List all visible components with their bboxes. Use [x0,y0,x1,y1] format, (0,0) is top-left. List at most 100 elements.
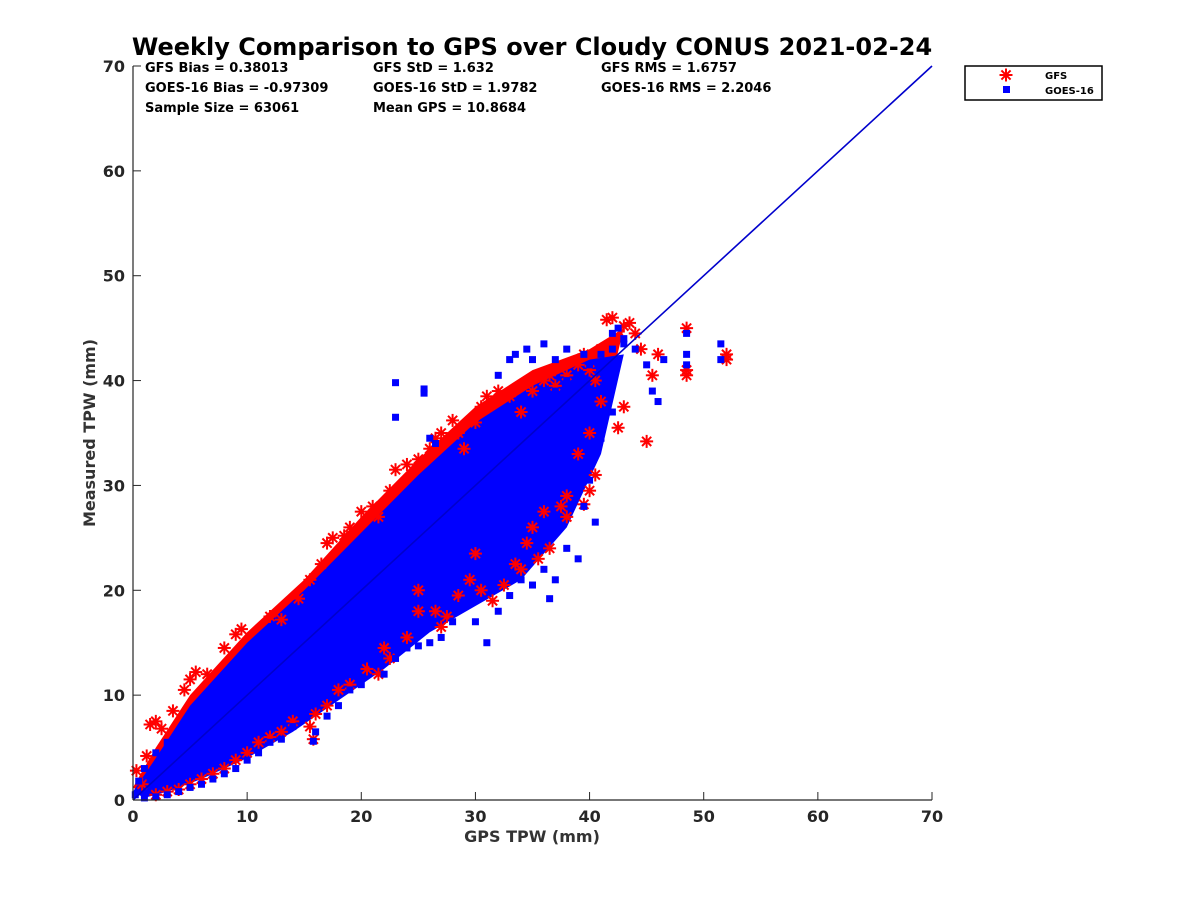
gfs-point [583,484,597,498]
goes16-point [586,460,594,468]
goes16-point [197,780,205,788]
gfs-point [680,368,694,382]
goes16-point [414,513,422,521]
gfs-point [491,384,505,398]
goes16-point [163,791,171,799]
gfs-point [309,707,323,721]
goes16-point [352,602,360,610]
gfs-point [166,704,180,718]
goes16-point [551,387,559,395]
goes16-point [152,749,160,757]
y-axis-label: Measured TPW (mm) [80,339,99,527]
goes16-point [300,618,308,626]
goes16-point [489,476,497,484]
gfs-point [140,749,154,763]
gfs-point [594,395,608,409]
goes16-point [546,595,554,603]
goes16-point [232,675,240,683]
goes16-point [380,544,388,552]
gfs-point [320,699,334,713]
goes16-point [215,723,223,731]
gfs-point [514,405,528,419]
goes16-point [643,361,651,369]
gfs-point [200,667,214,681]
axes: 0 10 20 30 40 50 60 70 0 10 20 30 40 50 60 70 [103,57,943,826]
goes16-point [220,686,228,694]
goes16-point [131,791,139,799]
goes16-point [152,793,160,801]
one-to-one-line-layer [132,65,933,801]
goes16-point [471,460,479,468]
gfs-point [720,347,734,361]
gfs-point [337,529,351,543]
goes16-point [574,555,582,563]
goes16-point [483,639,491,647]
goes16-point [289,628,297,636]
goes16-point [614,324,622,332]
goes16-point [631,345,639,353]
y-tick-label: 50 [103,267,125,286]
gfs-point [292,592,306,606]
gfs-point [303,573,317,587]
gfs-point [377,641,391,655]
goes16-point [517,576,525,584]
x-axis-label: GPS TPW (mm) [464,827,600,846]
goes16-point [654,398,662,406]
goes16-point [494,607,502,615]
goes16-point [580,392,588,400]
gfs-point [217,641,231,655]
legend-goes16-label: GOES-16 [1045,86,1094,97]
statistics-block: GFS Bias = 0.38013 GFS StD = 1.632 GFS R… [145,61,771,116]
goes16-point [648,387,656,395]
gfs-point [554,499,568,513]
goes16-point [471,618,479,626]
goes16-point [243,670,251,678]
goes16-point [146,775,154,783]
gfs-point [371,510,385,524]
gfs-point [474,583,488,597]
goes16-point [334,586,342,594]
gfs-point [560,489,574,503]
x-tick-label: 20 [350,807,372,826]
gfs-point [480,389,494,403]
goes16-point [283,665,291,673]
goes16-point [346,686,354,694]
gfs-point [457,442,471,456]
y-tick-label: 30 [103,476,125,495]
stat-goes16-bias: GOES-16 Bias = -0.97309 [145,81,328,96]
goes16-point [209,696,217,704]
goes16-point [431,439,439,447]
goes16-point [580,350,588,358]
goes16-point [403,644,411,652]
legend-gfs-label: GFS [1045,71,1067,82]
goes16-point [529,581,536,589]
goes16-point [255,660,263,668]
goes16-point [494,439,502,447]
gfs-point [560,510,574,524]
gfs-point [526,520,539,534]
goes16-point [186,783,194,791]
goes16-point [511,350,519,358]
gfs-point [463,573,477,587]
goes16-point [163,738,171,746]
gfs-point [451,426,465,440]
gfs-point [428,604,442,618]
goes16-point [717,340,725,348]
gfs-point [411,583,425,597]
gfs-point [234,622,248,636]
x-tick-label: 30 [464,807,486,826]
goes16-point [289,723,297,731]
gfs-point [543,541,557,555]
goes16-point [426,639,434,647]
goes16-point [540,565,548,573]
gfs-point [503,389,517,403]
goes16-point [506,429,514,437]
goes16-point [557,413,565,421]
gfs-point [474,400,488,414]
gfs-point [508,557,522,571]
one-to-one-line [132,65,933,801]
gfs-point [526,384,539,398]
goes16-point [683,329,691,337]
gfs-point [611,421,625,435]
goes16-point [369,555,377,563]
